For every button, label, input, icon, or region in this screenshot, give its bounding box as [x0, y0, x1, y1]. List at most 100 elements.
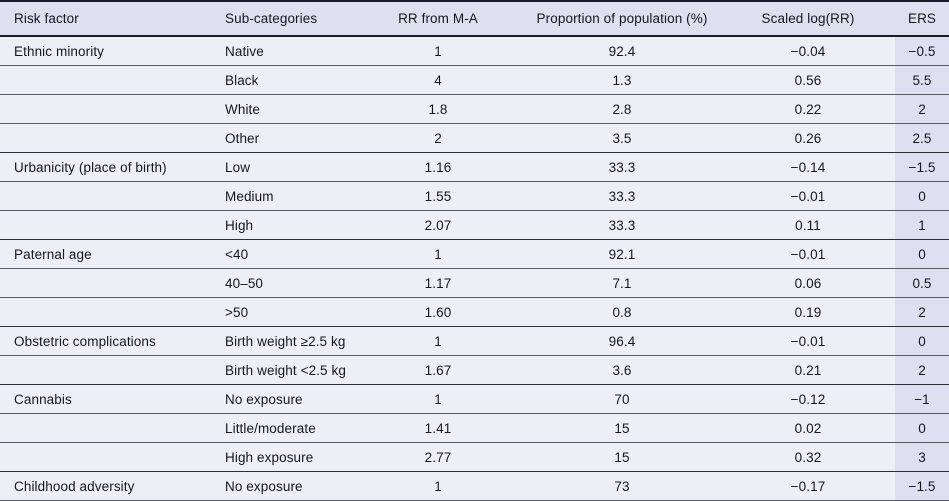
cell-rr: 1.60	[392, 297, 484, 327]
cell-proportion: 92.4	[484, 36, 760, 66]
cell-risk-factor: Childhood adversity	[0, 471, 212, 501]
cell-rr: 1.8	[392, 94, 484, 124]
table-row: Birth weight <2.5 kg 1.67 3.6 0.21 2	[0, 355, 949, 385]
cell-sub-category: High exposure	[212, 442, 392, 472]
cell-proportion: 3.5	[484, 123, 760, 153]
table-row: Black 4 1.3 0.56 5.5	[0, 65, 949, 95]
cell-scaled-log-rr: −0.04	[760, 36, 895, 66]
cell-ers: 1	[895, 210, 949, 240]
cell-ers: −0.5	[895, 36, 949, 66]
cell-rr: 1.55	[392, 181, 484, 211]
table-row: Ethnic minority Native 1 92.4 −0.04 −0.5	[0, 36, 949, 66]
cell-ers: 0	[895, 239, 949, 269]
cell-risk-factor	[0, 413, 212, 443]
cell-risk-factor	[0, 297, 212, 327]
cell-proportion: 73	[484, 471, 760, 501]
cell-rr: 2	[392, 123, 484, 153]
cell-ers: 2.5	[895, 123, 949, 153]
column-header-proportion: Proportion of population (%)	[484, 1, 760, 37]
cell-proportion: 96.4	[484, 326, 760, 356]
column-header-sub-category: Sub-categories	[212, 1, 392, 37]
cell-risk-factor: Paternal age	[0, 239, 212, 269]
cell-rr: 2.07	[392, 210, 484, 240]
table-row: Urbanicity (place of birth) Low 1.16 33.3 −0…	[0, 152, 949, 182]
cell-proportion: 0.8	[484, 297, 760, 327]
cell-sub-category: Other	[212, 123, 392, 153]
cell-ers: 2	[895, 297, 949, 327]
column-header-scaled-log-rr: Scaled log(RR)	[760, 1, 895, 37]
cell-ers: −1.5	[895, 471, 949, 501]
cell-proportion: 33.3	[484, 181, 760, 211]
cell-scaled-log-rr: −0.01	[760, 239, 895, 269]
cell-risk-factor	[0, 355, 212, 385]
cell-risk-factor	[0, 442, 212, 472]
table-row: Childhood adversity No exposure 1 73 −0.17 −1…	[0, 471, 949, 501]
cell-sub-category: No exposure	[212, 471, 392, 501]
header-row: Risk factor Sub-categories RR from M-A Prop…	[0, 1, 949, 37]
cell-rr: 4	[392, 65, 484, 95]
cell-sub-category: Little/moderate	[212, 413, 392, 443]
cell-scaled-log-rr: 0.06	[760, 268, 895, 298]
cell-scaled-log-rr: 0.11	[760, 210, 895, 240]
table-row: Little/moderate 1.41 15 0.02 0	[0, 413, 949, 443]
cell-ers: 2	[895, 355, 949, 385]
cell-proportion: 7.1	[484, 268, 760, 298]
cell-proportion: 1.3	[484, 65, 760, 95]
table-row: High 2.07 33.3 0.11 1	[0, 210, 949, 240]
cell-scaled-log-rr: −0.17	[760, 471, 895, 501]
cell-proportion: 15	[484, 442, 760, 472]
column-header-risk-factor: Risk factor	[0, 1, 212, 37]
cell-scaled-log-rr: 0.32	[760, 442, 895, 472]
cell-ers: −1	[895, 384, 949, 414]
table-row: Medium 1.55 33.3 −0.01 0	[0, 181, 949, 211]
cell-scaled-log-rr: 0.21	[760, 355, 895, 385]
cell-ers: 2	[895, 94, 949, 124]
cell-sub-category: High	[212, 210, 392, 240]
cell-rr: 1.17	[392, 268, 484, 298]
cell-sub-category: <40	[212, 239, 392, 269]
cell-sub-category: Native	[212, 36, 392, 66]
cell-scaled-log-rr: 0.56	[760, 65, 895, 95]
cell-risk-factor: Obstetric complications	[0, 326, 212, 356]
table-row: Paternal age <40 1 92.1 −0.01 0	[0, 239, 949, 269]
cell-proportion: 3.6	[484, 355, 760, 385]
cell-scaled-log-rr: −0.12	[760, 384, 895, 414]
cell-ers: −1.5	[895, 152, 949, 182]
cell-scaled-log-rr: 0.26	[760, 123, 895, 153]
table-row: Obstetric complications Birth weight ≥2.5…	[0, 326, 949, 356]
cell-scaled-log-rr: −0.01	[760, 326, 895, 356]
cell-scaled-log-rr: 0.19	[760, 297, 895, 327]
cell-sub-category: Birth weight ≥2.5 kg	[212, 326, 392, 356]
table-row: >50 1.60 0.8 0.19 2	[0, 297, 949, 327]
cell-rr: 1	[392, 326, 484, 356]
table-row: High exposure 2.77 15 0.32 3	[0, 442, 949, 472]
cell-risk-factor	[0, 123, 212, 153]
table-row: White 1.8 2.8 0.22 2	[0, 94, 949, 124]
cell-proportion: 70	[484, 384, 760, 414]
cell-risk-factor	[0, 94, 212, 124]
cell-sub-category: White	[212, 94, 392, 124]
cell-rr: 1.16	[392, 152, 484, 182]
cell-ers: 5.5	[895, 65, 949, 95]
cell-sub-category: Birth weight <2.5 kg	[212, 355, 392, 385]
cell-rr: 1.67	[392, 355, 484, 385]
cell-rr: 1	[392, 239, 484, 269]
cell-proportion: 2.8	[484, 94, 760, 124]
cell-proportion: 33.3	[484, 152, 760, 182]
cell-proportion: 33.3	[484, 210, 760, 240]
cell-proportion: 92.1	[484, 239, 760, 269]
cell-sub-category: >50	[212, 297, 392, 327]
cell-rr: 2.77	[392, 442, 484, 472]
cell-risk-factor: Ethnic minority	[0, 36, 212, 66]
cell-ers: 3	[895, 442, 949, 472]
cell-ers: 0.5	[895, 268, 949, 298]
cell-risk-factor	[0, 65, 212, 95]
table-body: Ethnic minority Native 1 92.4 −0.04 −0.5 Black…	[0, 36, 949, 501]
cell-ers: 0	[895, 413, 949, 443]
cell-risk-factor	[0, 210, 212, 240]
cell-sub-category: No exposure	[212, 384, 392, 414]
cell-scaled-log-rr: −0.01	[760, 181, 895, 211]
cell-ers: 0	[895, 181, 949, 211]
table-row: Cannabis No exposure 1 70 −0.12 −1	[0, 384, 949, 414]
cell-scaled-log-rr: 0.22	[760, 94, 895, 124]
